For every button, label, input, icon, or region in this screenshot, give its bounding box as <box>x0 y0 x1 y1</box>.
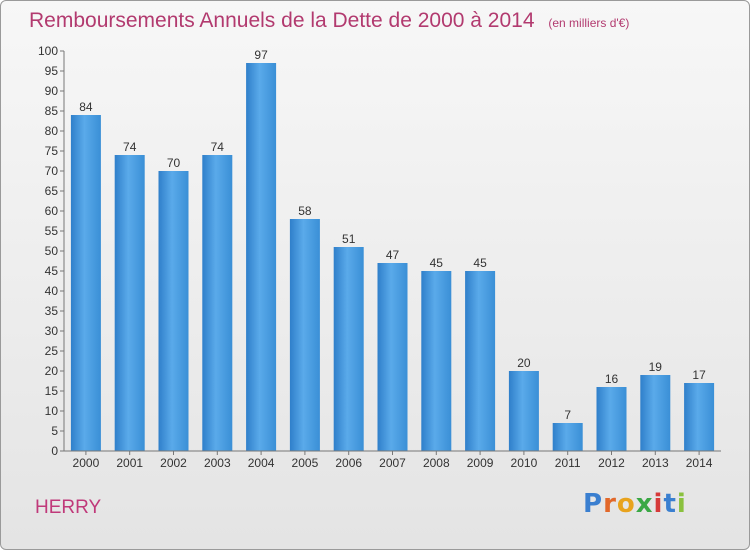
y-tick-label: 70 <box>45 164 59 178</box>
y-tick-label: 100 <box>38 44 58 58</box>
place-label: HERRY <box>35 497 102 518</box>
bar-2013 <box>640 375 671 451</box>
x-tick-label: 2014 <box>686 456 713 470</box>
x-tick-label: 2011 <box>555 456 581 470</box>
y-tick-label: 40 <box>45 284 59 298</box>
y-tick-label: 90 <box>45 84 59 98</box>
y-tick-label: 20 <box>45 364 59 378</box>
x-tick-label: 2005 <box>292 456 319 470</box>
x-tick-label: 2012 <box>598 456 625 470</box>
proxiti-logo: Proxiti <box>583 489 687 519</box>
bar-2008 <box>421 271 452 451</box>
y-tick-label: 10 <box>45 404 59 418</box>
data-label-2000: 84 <box>79 100 93 114</box>
data-label-2010: 20 <box>517 356 531 370</box>
y-tick-label: 75 <box>45 144 59 158</box>
bar-2009 <box>465 271 496 451</box>
y-tick-label: 80 <box>45 124 59 138</box>
bar-2012 <box>596 387 627 451</box>
y-tick-label: 0 <box>51 444 58 458</box>
data-label-2003: 74 <box>211 140 225 154</box>
x-tick-label: 2006 <box>335 456 362 470</box>
data-label-2004: 97 <box>254 48 268 62</box>
y-tick-label: 95 <box>45 64 59 78</box>
y-tick-label: 30 <box>45 324 59 338</box>
data-label-2011: 7 <box>564 408 571 422</box>
chart-title-main: Remboursements Annuels de la Dette de 20… <box>29 9 535 32</box>
x-tick-label: 2010 <box>511 456 538 470</box>
y-tick-label: 85 <box>45 104 59 118</box>
bar-2000 <box>70 115 101 451</box>
x-tick-label: 2007 <box>379 456 406 470</box>
bar-2007 <box>377 263 408 451</box>
data-label-2005: 58 <box>298 204 312 218</box>
bar-2011 <box>552 423 583 451</box>
bar-2002 <box>158 171 189 451</box>
x-tick-label: 2002 <box>160 456 187 470</box>
y-tick-label: 55 <box>45 224 59 238</box>
data-label-2002: 70 <box>167 156 181 170</box>
data-label-2006: 51 <box>342 232 356 246</box>
data-label-2013: 19 <box>649 360 663 374</box>
chart-title: Remboursements Annuels de la Dette de 20… <box>29 9 629 33</box>
y-tick-label: 45 <box>45 264 59 278</box>
y-tick-label: 65 <box>45 184 59 198</box>
data-label-2012: 16 <box>605 372 619 386</box>
data-label-2009: 45 <box>473 256 487 270</box>
chart-title-unit: (en milliers d'€) <box>548 16 630 30</box>
y-tick-label: 50 <box>45 244 59 258</box>
data-label-2007: 47 <box>386 248 400 262</box>
bar-2003 <box>202 155 233 451</box>
x-tick-label: 2008 <box>423 456 450 470</box>
data-label-2001: 74 <box>123 140 137 154</box>
x-tick-label: 2001 <box>116 456 143 470</box>
y-tick-label: 5 <box>51 424 58 438</box>
y-tick-label: 15 <box>45 384 59 398</box>
y-tick-label: 35 <box>45 304 59 318</box>
bar-2001 <box>114 155 145 451</box>
data-label-2008: 45 <box>430 256 444 270</box>
x-tick-label: 2000 <box>73 456 100 470</box>
y-tick-label: 25 <box>45 344 59 358</box>
x-tick-label: 2009 <box>467 456 494 470</box>
data-label-2014: 17 <box>692 368 706 382</box>
bar-2014 <box>684 383 715 451</box>
x-tick-label: 2003 <box>204 456 231 470</box>
bar-2006 <box>333 247 364 451</box>
y-tick-label: 60 <box>45 204 59 218</box>
x-tick-label: 2013 <box>642 456 669 470</box>
bar-2005 <box>289 219 320 451</box>
x-tick-label: 2004 <box>248 456 275 470</box>
bar-2010 <box>508 371 539 451</box>
bar-2004 <box>246 63 277 451</box>
